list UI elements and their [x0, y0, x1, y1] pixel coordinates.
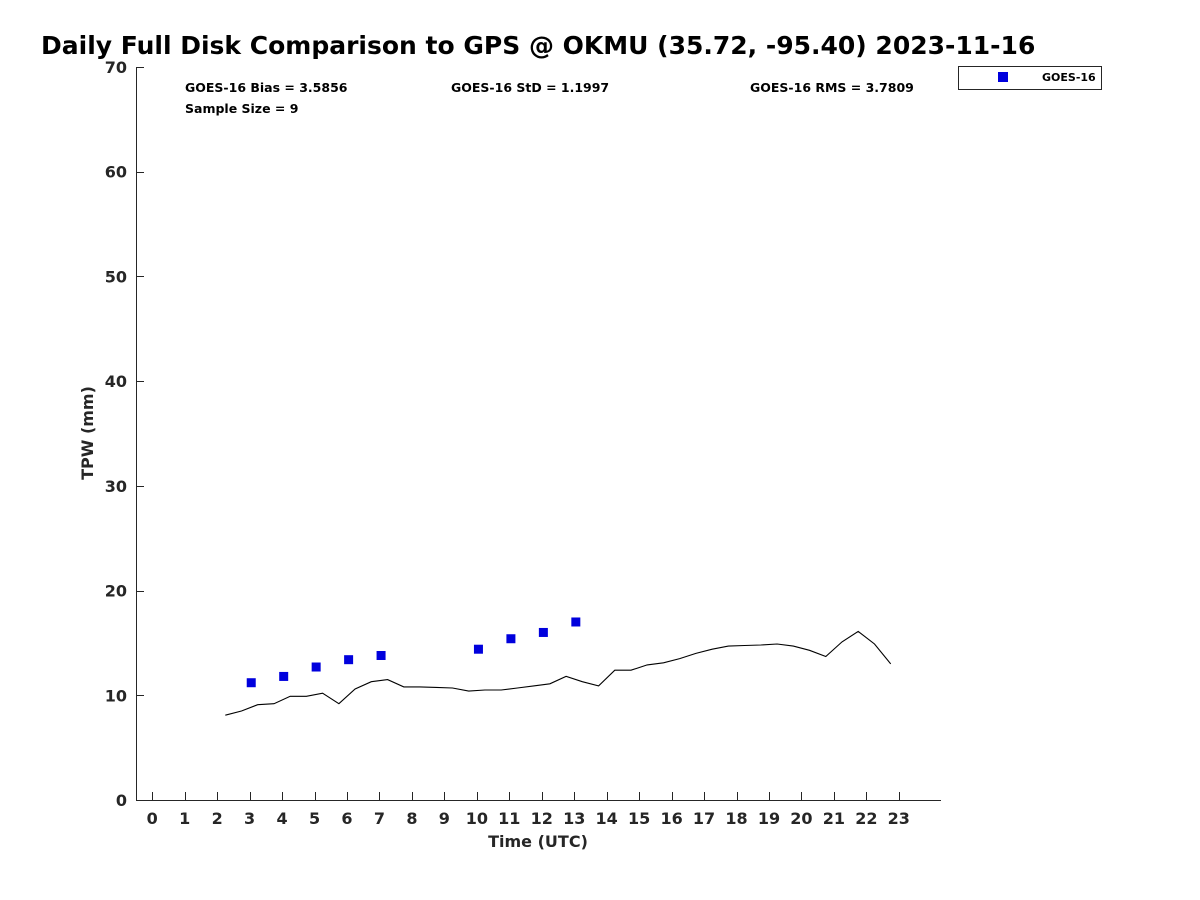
legend-label-goes16: GOES-16 [1042, 71, 1096, 84]
stat-bias: GOES-16 Bias = 3.5856 [185, 80, 348, 95]
x-tick-label: 16 [660, 809, 682, 828]
gps-line [225, 630, 892, 716]
x-tick-label: 23 [888, 809, 910, 828]
x-tick-label: 17 [693, 809, 715, 828]
y-tick-label: 70 [105, 58, 127, 77]
x-tick-label: 2 [212, 809, 223, 828]
x-tick-label: 4 [276, 809, 287, 828]
x-tick-label: 11 [498, 809, 520, 828]
y-tick-label: 20 [105, 582, 127, 601]
goes16-point [571, 617, 581, 627]
x-tick-label: 1 [179, 809, 190, 828]
x-tick-label: 19 [758, 809, 780, 828]
tick-group: 0 1 2 3 4 5 6 7 8 9 10 11 12 13 14 15 16 17 18 19 20 21 22 2301… [105, 58, 910, 828]
y-tick-label: 10 [105, 686, 127, 705]
goes16-point [376, 650, 386, 660]
stat-sample-size: Sample Size = 9 [185, 101, 298, 116]
stat-rms: GOES-16 RMS = 3.7809 [750, 80, 914, 95]
x-tick-label: 10 [466, 809, 488, 828]
x-tick-label: 6 [341, 809, 352, 828]
x-tick-label: 3 [244, 809, 255, 828]
goes16-point [538, 627, 548, 637]
x-tick-label: 5 [309, 809, 320, 828]
goes16-point [246, 678, 256, 688]
y-tick-label: 50 [105, 267, 127, 286]
plot-area [225, 617, 892, 716]
y-tick-label: 60 [105, 163, 127, 182]
stat-std: GOES-16 StD = 1.1997 [451, 80, 609, 95]
x-tick-label: 9 [439, 809, 450, 828]
x-tick-label: 14 [596, 809, 618, 828]
x-tick-label: 15 [628, 809, 650, 828]
goes16-point [344, 655, 354, 665]
y-tick-label: 30 [105, 477, 127, 496]
x-tick-label: 20 [790, 809, 812, 828]
x-tick-label: 8 [406, 809, 417, 828]
y-axis-label: TPW (mm) [78, 386, 97, 480]
legend-marker-goes16 [998, 72, 1008, 82]
chart-title: Daily Full Disk Comparison to GPS @ OKMU… [41, 31, 1035, 60]
x-tick-label: 22 [855, 809, 877, 828]
legend-box [958, 66, 1102, 90]
y-tick-label: 40 [105, 372, 127, 391]
x-tick-label: 21 [823, 809, 845, 828]
x-tick-label: 12 [531, 809, 553, 828]
goes16-point [506, 634, 516, 644]
goes16-point [279, 671, 289, 681]
y-tick-label: 0 [116, 791, 127, 810]
legend: GOES-16 [958, 66, 1102, 90]
x-tick-label: 0 [147, 809, 158, 828]
goes16-point [311, 662, 321, 672]
axes [136, 67, 941, 801]
x-tick-label: 7 [374, 809, 385, 828]
goes16-point [473, 644, 483, 654]
x-tick-label: 18 [725, 809, 747, 828]
x-axis-label: Time (UTC) [488, 832, 588, 851]
x-tick-label: 13 [563, 809, 585, 828]
